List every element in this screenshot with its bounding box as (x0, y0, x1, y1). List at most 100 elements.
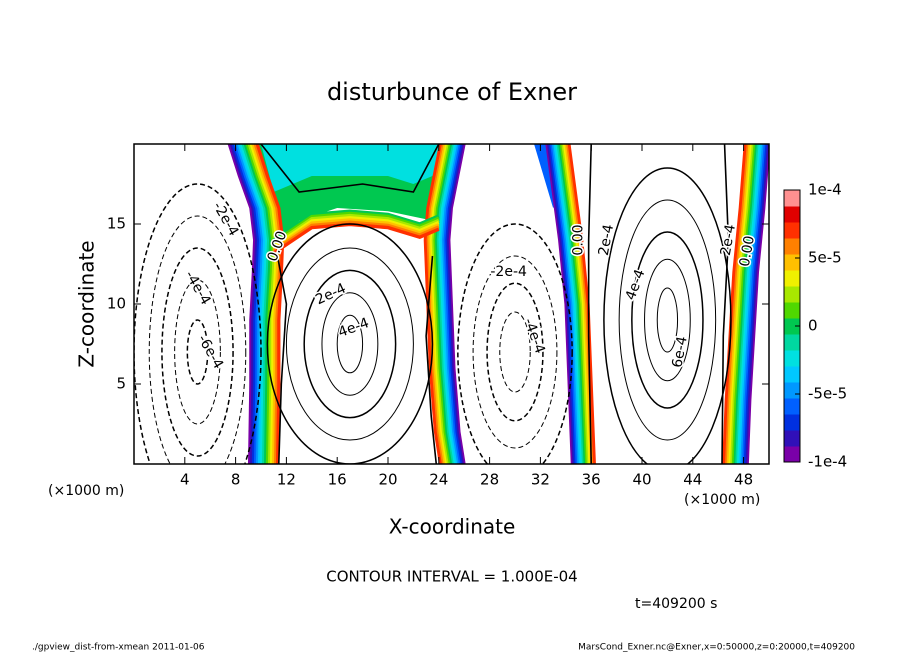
y-axis-label: Z-coordinate (75, 240, 99, 367)
shade-strip (439, 144, 458, 464)
shaded-region (261, 144, 446, 192)
shade-strip (556, 144, 585, 464)
x-tick-label: 8 (231, 471, 241, 489)
contour-line (425, 255, 438, 464)
shade-strip (735, 144, 761, 464)
colorbar-band (784, 350, 800, 367)
shade-strip (430, 144, 449, 464)
shade-strip (567, 144, 596, 464)
contour-label: -4e-4 (520, 316, 548, 356)
x-tick-label: 36 (582, 471, 601, 489)
shade-strip (728, 144, 754, 464)
contour-line (260, 144, 440, 193)
colorbar-tick-label: 5e-5 (808, 249, 842, 267)
x-tick-label: 12 (277, 471, 296, 489)
contour-line (303, 269, 397, 419)
shade-strip (231, 144, 261, 464)
contour-line (174, 279, 221, 425)
contour-line (656, 287, 679, 353)
colorbar-band (784, 318, 800, 335)
colorbar-band (784, 366, 800, 383)
shade-strip (558, 144, 587, 464)
shade-strip (255, 144, 285, 464)
shade-strip (272, 216, 440, 249)
shade-strip (562, 144, 592, 464)
shade-strip (551, 144, 580, 464)
shade-strip (737, 144, 762, 464)
shade-strip (435, 144, 454, 464)
contour-line (266, 223, 434, 464)
x-tick-label: 32 (531, 471, 550, 489)
shade-strip (432, 144, 451, 464)
footer-left: ./gpview_dist-from-xmean 2011-01-06 (32, 643, 205, 653)
shade-strip (548, 144, 577, 464)
shade-strip (433, 144, 453, 464)
shade-strip (253, 144, 283, 464)
contour-label: 4e-4 (623, 267, 649, 302)
shade-strip (437, 144, 456, 464)
x-tick-label: 40 (632, 471, 651, 489)
contour-line (499, 311, 531, 393)
time-label: t=409200 s (635, 596, 717, 612)
shade-strip (734, 144, 759, 464)
shade-strip (249, 144, 279, 464)
contour-line (276, 255, 288, 464)
shade-strip (739, 144, 764, 464)
colorbar-band (784, 238, 800, 255)
contour-line (603, 167, 732, 464)
colorbar-band (784, 254, 800, 271)
y-tick-label: 10 (107, 295, 126, 313)
colorbar-tick-label: 1e-4 (808, 181, 842, 199)
contour-interval: CONTOUR INTERVAL = 1.000E-04 (326, 568, 577, 586)
contour-line (486, 282, 544, 422)
shade-strip (554, 144, 584, 464)
contour-line (285, 247, 414, 441)
colorbar-band (784, 302, 800, 319)
shade-strip (425, 144, 444, 464)
contour-line (321, 292, 379, 396)
y-tick-label: 5 (116, 375, 126, 393)
shade-strip (272, 209, 440, 242)
shade-strip (447, 144, 466, 464)
shade-strip (740, 144, 766, 464)
contour-line (148, 215, 247, 464)
contour-line (161, 247, 234, 457)
y-tick-label: 15 (107, 215, 126, 233)
shade-strip (237, 144, 267, 464)
shade-strip (247, 144, 277, 464)
x-tick-label: 24 (429, 471, 448, 489)
contour-label: -2e-4 (490, 264, 527, 280)
shade-strip (423, 144, 442, 464)
chart-title: disturbunce of Exner (327, 78, 577, 106)
shade-strip (742, 144, 768, 464)
contour-line (457, 223, 573, 464)
shade-strip (727, 144, 752, 464)
colorbar-band (784, 398, 800, 415)
shade-strip (725, 144, 751, 464)
colorbar-band (784, 222, 800, 239)
colorbar-tick-label: -5e-5 (808, 385, 847, 403)
colorbar-tick-label: -1e-4 (808, 453, 847, 471)
shade-strip (245, 144, 275, 464)
colorbar-band (784, 446, 800, 463)
shade-strip (233, 144, 263, 464)
shade-strip (241, 144, 271, 464)
shade-strip (745, 144, 769, 464)
shade-strip (440, 144, 459, 464)
shade-strip (722, 144, 747, 464)
colorbar-band (784, 286, 800, 303)
shade-strip (272, 213, 440, 246)
shade-strip (730, 144, 756, 464)
shade-strip (444, 144, 463, 464)
shade-strip (545, 144, 574, 464)
shade-strip (272, 220, 440, 253)
shade-strip (723, 144, 749, 464)
contour-line (618, 199, 717, 441)
colorbar-band (784, 430, 800, 447)
shade-strip (561, 144, 590, 464)
shade-strip (427, 144, 446, 464)
x-tick-label: 4 (180, 471, 190, 489)
contour-line (644, 258, 691, 382)
shade-strip (272, 211, 440, 244)
x-tick-label: 20 (378, 471, 397, 489)
